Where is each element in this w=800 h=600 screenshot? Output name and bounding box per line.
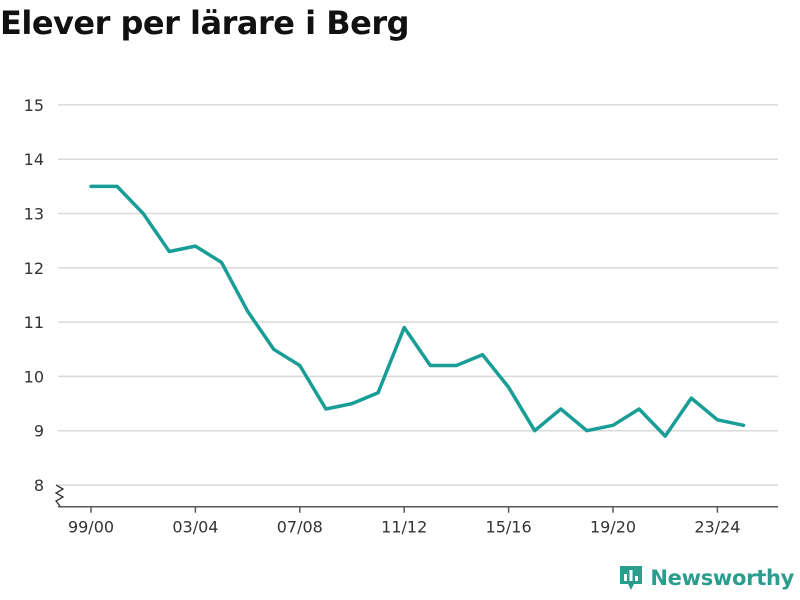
- y-tick-label: 8: [34, 476, 44, 495]
- y-tick-label: 12: [24, 259, 44, 278]
- y-tick-label: 14: [24, 150, 44, 169]
- y-tick-label: 10: [24, 367, 44, 386]
- x-tick-label: 07/08: [277, 518, 323, 537]
- brand-name: Newsworthy: [650, 566, 794, 590]
- y-tick-label: 13: [24, 205, 44, 224]
- y-tick-label: 15: [24, 96, 44, 115]
- axis-break-icon: [54, 484, 65, 507]
- x-tick-label: 23/24: [694, 518, 740, 537]
- x-tick-label: 03/04: [172, 518, 218, 537]
- brand-logo: Newsworthy: [618, 564, 794, 592]
- x-tick-label: 99/00: [68, 518, 114, 537]
- x-axis: 99/00 03/04 07/08 11/12 15/16 19/20 23/24: [58, 505, 778, 537]
- grid-lines: [58, 104, 778, 486]
- x-tick-label: 19/20: [590, 518, 636, 537]
- newsworthy-logo-icon: [620, 566, 643, 590]
- series-layer: [89, 184, 746, 438]
- x-tick-label: 11/12: [381, 518, 427, 537]
- series-line: [89, 184, 746, 438]
- y-tick-label: 11: [24, 313, 44, 332]
- x-tick-label: 15/16: [486, 518, 532, 537]
- y-axis: 8 9 10 11 12 13 14 15: [24, 96, 65, 507]
- y-tick-label: 9: [34, 422, 44, 441]
- chart-title: Elever per lärare i Berg: [0, 4, 410, 42]
